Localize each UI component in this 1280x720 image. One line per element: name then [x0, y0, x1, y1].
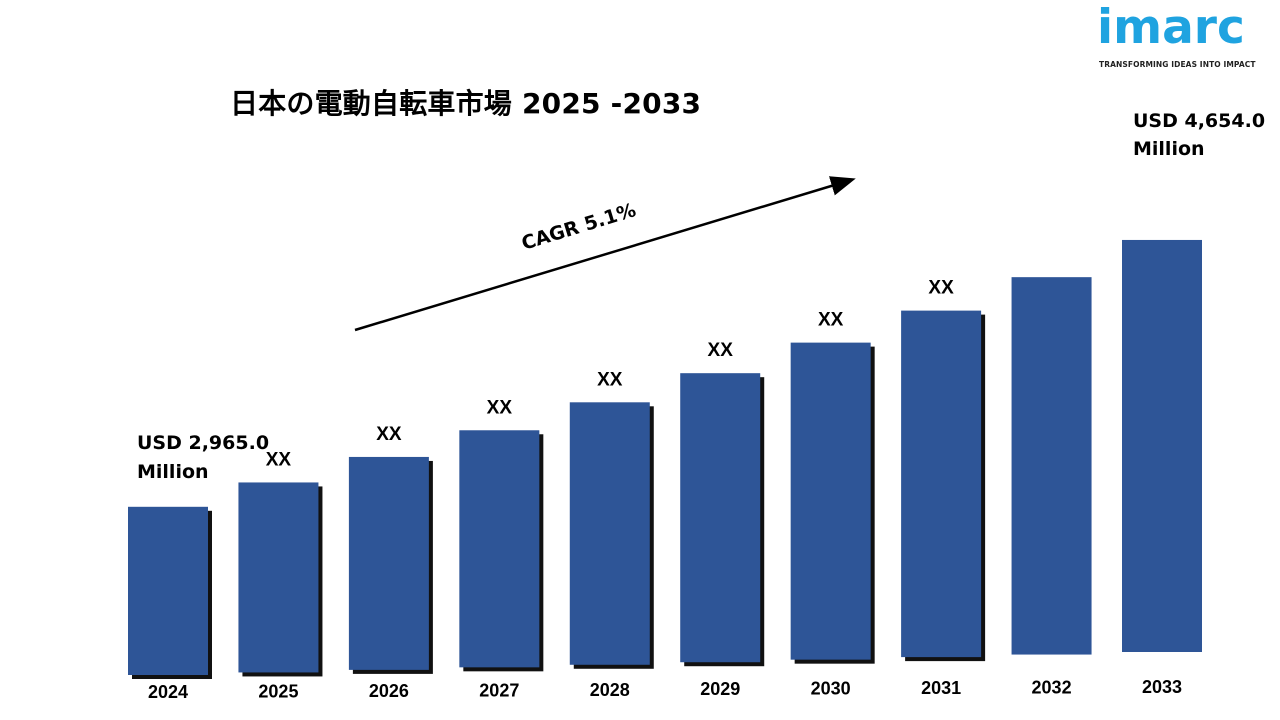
- logo-tagline: TRANSFORMING IDEAS INTO IMPACT: [1099, 60, 1256, 69]
- bar-2025: [238, 482, 319, 673]
- data-label-2025: XX: [266, 449, 292, 470]
- x-tick-2028: 2028: [590, 680, 630, 700]
- bar-2030: [790, 342, 871, 660]
- data-label-2029: XX: [708, 340, 734, 361]
- data-label-2026: XX: [376, 424, 402, 445]
- data-label-2028: XX: [597, 369, 623, 390]
- bars-layer: [128, 239, 1202, 679]
- x-tick-2027: 2027: [479, 680, 519, 700]
- bar-2028: [569, 402, 650, 665]
- x-tick-2030: 2030: [811, 679, 851, 699]
- x-tick-2024: 2024: [148, 682, 188, 702]
- x-tick-2025: 2025: [258, 681, 298, 701]
- logo-wordmark: imarc: [1097, 0, 1245, 55]
- bar-2033: [1122, 239, 1202, 653]
- bar-2027: [459, 430, 540, 668]
- x-tick-2033: 2033: [1142, 677, 1182, 697]
- x-tick-2031: 2031: [921, 678, 961, 698]
- data-label-2031: XX: [928, 278, 954, 299]
- end-value-label-line1: USD 4,654.0: [1133, 110, 1265, 132]
- bar-2032: [1011, 277, 1092, 655]
- x-axis-tick-labels: 2024 2025 2026 2027 2028 2029 2030 2031 2032 2033: [148, 677, 1182, 702]
- x-tick-2029: 2029: [700, 679, 740, 699]
- x-tick-2032: 2032: [1032, 678, 1072, 698]
- bar-2024: [128, 506, 208, 675]
- x-tick-2026: 2026: [369, 681, 409, 701]
- bar-2026: [348, 456, 429, 670]
- labels-layer: XX XX XX XX XX XX XX: [266, 278, 954, 471]
- data-label-2027: XX: [487, 397, 513, 418]
- imarc-logo: imarc TRANSFORMING IDEAS INTO IMPACT: [1097, 0, 1257, 74]
- chart-title: 日本の電動自転車市場 2025 -2033: [230, 87, 702, 120]
- bar-2029: [680, 373, 761, 663]
- cagr-arrow: [354, 176, 856, 332]
- bar-2031: [901, 310, 982, 658]
- data-label-2030: XX: [818, 310, 844, 331]
- start-value-label-line2: Million: [137, 461, 209, 483]
- start-value-label-line1: USD 2,965.0: [137, 432, 269, 454]
- end-value-label-line2: Million: [1133, 138, 1205, 160]
- cagr-label: CAGR 5.1%: [519, 199, 638, 255]
